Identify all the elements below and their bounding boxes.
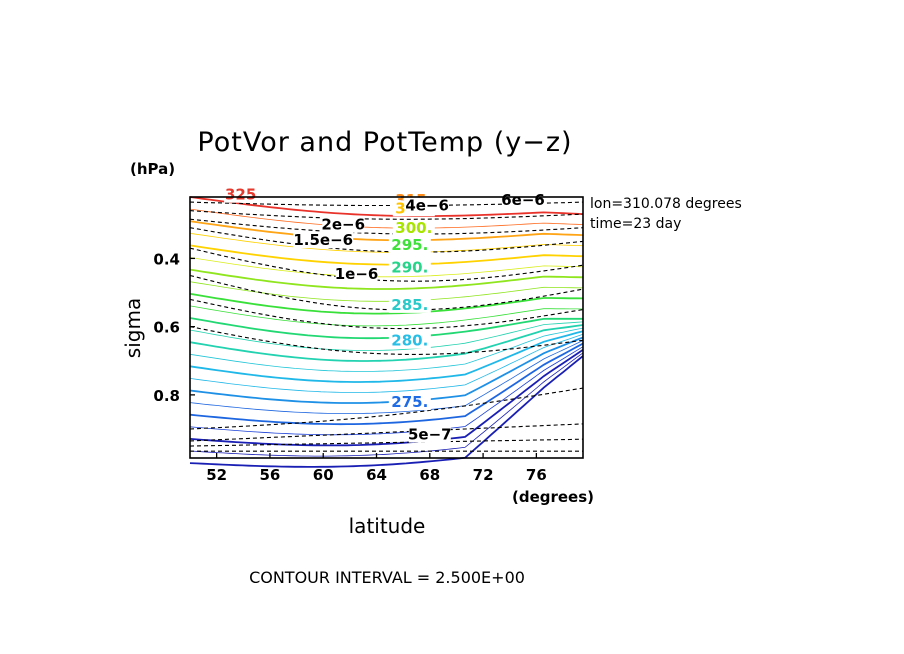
- pottemp-contour: [189, 336, 584, 404]
- y-unit-label: (hPa): [130, 160, 175, 178]
- potvor-label: 5e−7: [408, 426, 452, 444]
- contour-label-bg: [388, 296, 431, 313]
- contour-label-bg: [335, 266, 378, 283]
- pottemp-contour: [189, 317, 583, 340]
- potvor-label: 2e−6: [321, 216, 365, 234]
- pottemp-label: 285.: [391, 296, 428, 314]
- potvor-contour: [189, 438, 584, 447]
- contour-label-bg: [408, 426, 451, 443]
- contour-label-bg: [293, 232, 354, 249]
- info-time: time=23 day: [590, 216, 681, 232]
- potvor-label: 1e−6: [335, 265, 379, 283]
- info-lon: lon=310.078 degrees: [590, 196, 742, 212]
- y-axis-ticks: 0.4 0.6 0.8: [153, 250, 195, 405]
- contour-label-bg: [392, 220, 435, 237]
- potvor-contour: [189, 423, 584, 442]
- potvor-contour: [189, 227, 584, 253]
- pottemp-contour: [189, 220, 584, 242]
- pottemp-contour: [189, 208, 584, 229]
- contour-labels: 325315.310.300.295.290.285.280.275.4e−66…: [224, 186, 545, 444]
- contour-label-bg: [388, 237, 431, 254]
- pottemp-contour: [189, 324, 584, 362]
- contour-label-bg: [224, 186, 258, 203]
- contour-label-bg: [502, 191, 545, 208]
- contour-label-bg: [388, 332, 431, 349]
- pottemp-contour: [189, 281, 584, 302]
- pottemp-contour: [189, 352, 584, 457]
- pottemp-contour: [189, 292, 584, 315]
- pottemp-label: 290.: [391, 258, 428, 276]
- potvor-contour: [189, 387, 584, 430]
- pottemp-contour: [189, 346, 584, 436]
- pottemp-contour: [189, 232, 584, 253]
- potvor-label: 4e−6: [405, 197, 449, 215]
- pottemp-contour: [189, 349, 584, 447]
- potvor-contour: [189, 247, 584, 282]
- pottemp-label: 275.: [391, 393, 428, 411]
- potvor-contour: [189, 326, 584, 355]
- contour-label-bg: [388, 394, 431, 411]
- potvor-label: 6e−6: [501, 191, 545, 209]
- x-unit-label: (degrees): [512, 488, 594, 506]
- potvor-contour: [189, 274, 584, 311]
- x-tick-label: 68: [419, 466, 440, 484]
- y-axis-label: sigma: [121, 298, 145, 358]
- y-tick-label: 0.8: [153, 387, 180, 405]
- pottemp-label: 325: [225, 186, 256, 204]
- x-tick-label: 72: [473, 466, 494, 484]
- x-tick-label: 76: [526, 466, 547, 484]
- potvor-contour: [189, 298, 584, 330]
- x-tick-label: 60: [313, 466, 334, 484]
- contour-lines: [189, 196, 584, 468]
- potvor-contour: [189, 201, 584, 207]
- chart-title: PotVor and PotTemp (y−z): [197, 127, 572, 158]
- pottemp-contour: [189, 333, 584, 393]
- potvor-contour: [189, 218, 584, 235]
- potvor-label: 1.5e−6: [293, 231, 353, 249]
- x-axis-label: latitude: [349, 514, 426, 538]
- contour-interval-note: CONTOUR INTERVAL = 2.500E+00: [249, 568, 525, 587]
- plot-frame: [189, 196, 584, 459]
- contour-label-bg: [388, 259, 431, 276]
- x-tick-label: 52: [206, 466, 227, 484]
- pottemp-contour: [189, 327, 584, 372]
- pottemp-contour: [189, 268, 584, 290]
- pottemp-contour: [189, 257, 584, 278]
- pottemp-contour: [189, 330, 584, 383]
- pottemp-label: 280.: [391, 332, 428, 350]
- contour-label-bg: [322, 216, 365, 233]
- pottemp-label: 300.: [395, 219, 432, 237]
- pottemp-contour: [189, 305, 584, 327]
- x-tick-label: 56: [259, 466, 280, 484]
- pottemp-contour: [189, 340, 584, 414]
- pottemp-contour: [189, 196, 584, 217]
- pottemp-label: 295.: [391, 236, 428, 254]
- contour-label-bg: [406, 197, 449, 214]
- pottemp-contour: [189, 342, 584, 426]
- pottemp-contour: [189, 321, 584, 351]
- x-tick-label: 64: [366, 466, 387, 484]
- y-tick-label: 0.4: [153, 250, 180, 268]
- pottemp-contour: [189, 244, 584, 266]
- potvor-contour: [189, 210, 584, 220]
- y-tick-label: 0.6: [153, 319, 180, 337]
- x-axis-ticks: 52 56 60 64 68 72 76: [206, 453, 547, 484]
- pottemp-contour: [189, 355, 584, 468]
